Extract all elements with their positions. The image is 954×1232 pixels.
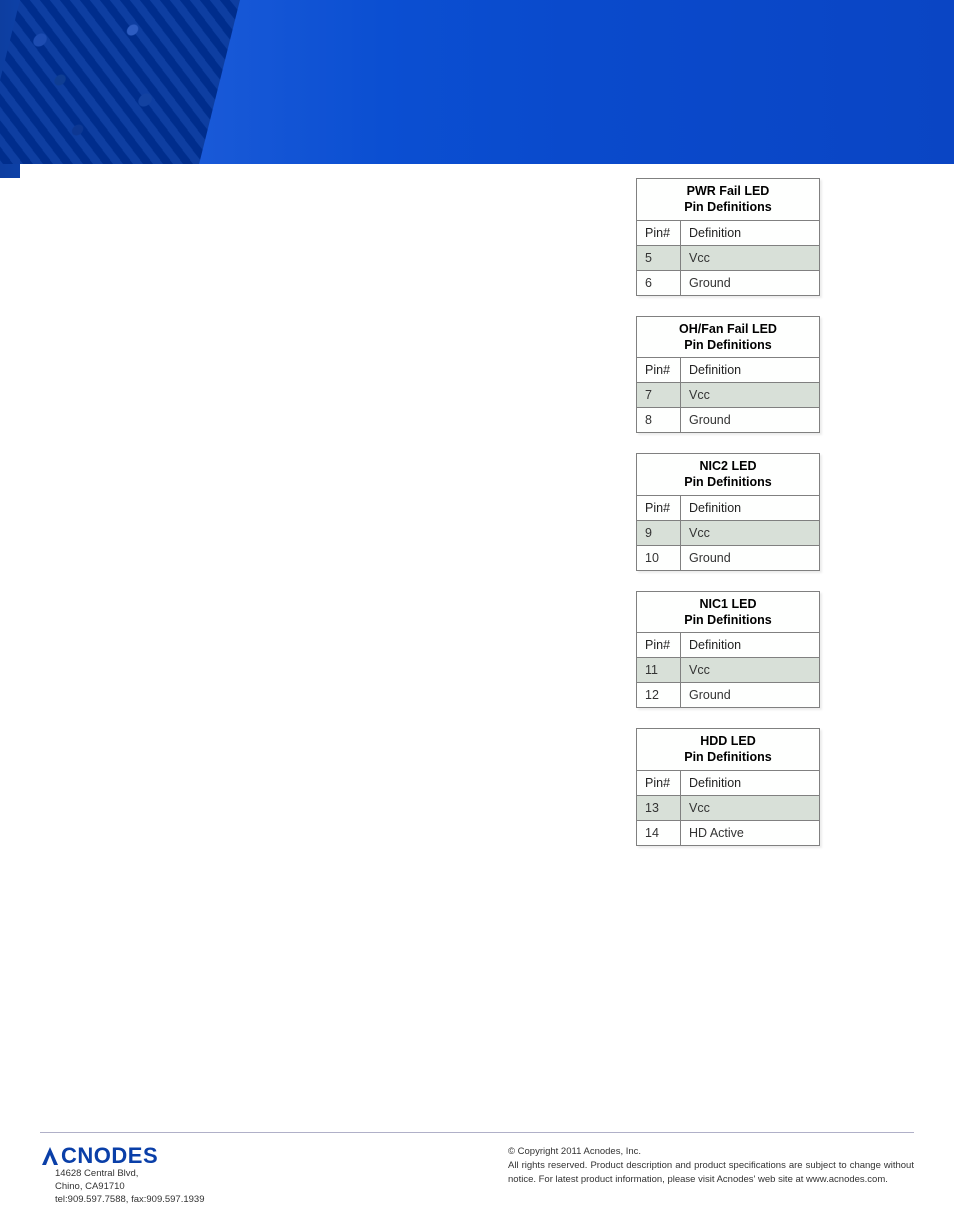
col-pin-header: Pin# bbox=[637, 220, 681, 245]
footer-legal: © Copyright 2011 Acnodes, Inc. All right… bbox=[508, 1145, 914, 1186]
pin-table-3: NIC1 LED Pin DefinitionsPin#Definition11V… bbox=[636, 591, 820, 709]
table-row: 14HD Active bbox=[637, 820, 820, 845]
title-line-1: NIC2 LED bbox=[700, 459, 757, 473]
address-line-2: Chino, CA91710 bbox=[55, 1181, 340, 1194]
table-row: 6Ground bbox=[637, 270, 820, 295]
title-line-2: Pin Definitions bbox=[684, 750, 772, 764]
col-def-header: Definition bbox=[681, 358, 820, 383]
title-line-2: Pin Definitions bbox=[684, 475, 772, 489]
col-def-header: Definition bbox=[681, 770, 820, 795]
legal-text: All rights reserved. Product description… bbox=[508, 1159, 914, 1187]
table-title: NIC2 LED Pin Definitions bbox=[637, 454, 820, 496]
pin-cell: 6 bbox=[637, 270, 681, 295]
table-row: 10Ground bbox=[637, 545, 820, 570]
def-cell: Ground bbox=[681, 545, 820, 570]
pin-table-2: NIC2 LED Pin DefinitionsPin#Definition9Vc… bbox=[636, 453, 820, 571]
col-def-header: Definition bbox=[681, 633, 820, 658]
footer-rule bbox=[40, 1132, 914, 1133]
title-line-1: PWR Fail LED bbox=[687, 184, 770, 198]
header-banner bbox=[0, 0, 954, 178]
pin-table-4: HDD LED Pin DefinitionsPin#Definition13Vc… bbox=[636, 728, 820, 846]
pin-cell: 11 bbox=[637, 658, 681, 683]
table-row: 12Ground bbox=[637, 683, 820, 708]
col-pin-header: Pin# bbox=[637, 358, 681, 383]
pin-table-0: PWR Fail LED Pin DefinitionsPin#Definitio… bbox=[636, 178, 820, 296]
def-cell: Vcc bbox=[681, 520, 820, 545]
title-line-1: OH/Fan Fail LED bbox=[679, 322, 777, 336]
def-cell: Ground bbox=[681, 408, 820, 433]
table-title: PWR Fail LED Pin Definitions bbox=[637, 179, 820, 221]
pin-cell: 7 bbox=[637, 383, 681, 408]
col-pin-header: Pin# bbox=[637, 495, 681, 520]
def-cell: Ground bbox=[681, 270, 820, 295]
company-address: 14628 Central Blvd, Chino, CA91710 tel:9… bbox=[55, 1168, 340, 1206]
title-line-1: NIC1 LED bbox=[700, 597, 757, 611]
logo-text: CNODES bbox=[61, 1145, 158, 1167]
col-def-header: Definition bbox=[681, 220, 820, 245]
col-def-header: Definition bbox=[681, 495, 820, 520]
title-line-2: Pin Definitions bbox=[684, 200, 772, 214]
def-cell: Vcc bbox=[681, 245, 820, 270]
page-footer: CNODES 14628 Central Blvd, Chino, CA9171… bbox=[40, 1132, 914, 1206]
table-title: HDD LED Pin Definitions bbox=[637, 729, 820, 771]
title-line-2: Pin Definitions bbox=[684, 338, 772, 352]
pin-definition-tables: PWR Fail LEDPin DefinitionsPin#Definitio… bbox=[636, 178, 820, 866]
pin-cell: 8 bbox=[637, 408, 681, 433]
table-title: NIC1 LED Pin Definitions bbox=[637, 591, 820, 633]
pin-cell: 14 bbox=[637, 820, 681, 845]
footer-logo-block: CNODES 14628 Central Blvd, Chino, CA9171… bbox=[40, 1145, 340, 1206]
table-row: 9Vcc bbox=[637, 520, 820, 545]
table-row: 8Ground bbox=[637, 408, 820, 433]
acnodes-logo: CNODES bbox=[40, 1145, 340, 1167]
pin-cell: 12 bbox=[637, 683, 681, 708]
table-row: 5Vcc bbox=[637, 245, 820, 270]
pin-table-1: OH/Fan Fail LED Pin DefinitionsPin#Defini… bbox=[636, 316, 820, 434]
def-cell: Vcc bbox=[681, 795, 820, 820]
address-line-1: 14628 Central Blvd, bbox=[55, 1168, 340, 1181]
pin-cell: 13 bbox=[637, 795, 681, 820]
banner-pcb-art bbox=[0, 0, 240, 164]
col-pin-header: Pin# bbox=[637, 633, 681, 658]
def-cell: Vcc bbox=[681, 658, 820, 683]
logo-swoosh-icon bbox=[40, 1145, 60, 1167]
copyright-line: © Copyright 2011 Acnodes, Inc. bbox=[508, 1145, 914, 1159]
pin-cell: 9 bbox=[637, 520, 681, 545]
def-cell: HD Active bbox=[681, 820, 820, 845]
table-row: 7Vcc bbox=[637, 383, 820, 408]
pin-cell: 5 bbox=[637, 245, 681, 270]
address-line-3: tel:909.597.7588, fax:909.597.1939 bbox=[55, 1194, 340, 1207]
col-pin-header: Pin# bbox=[637, 770, 681, 795]
table-title: OH/Fan Fail LED Pin Definitions bbox=[637, 316, 820, 358]
title-line-2: Pin Definitions bbox=[684, 613, 772, 627]
table-row: 13Vcc bbox=[637, 795, 820, 820]
def-cell: Vcc bbox=[681, 383, 820, 408]
def-cell: Ground bbox=[681, 683, 820, 708]
title-line-1: HDD LED bbox=[700, 734, 756, 748]
table-row: 11Vcc bbox=[637, 658, 820, 683]
pin-cell: 10 bbox=[637, 545, 681, 570]
